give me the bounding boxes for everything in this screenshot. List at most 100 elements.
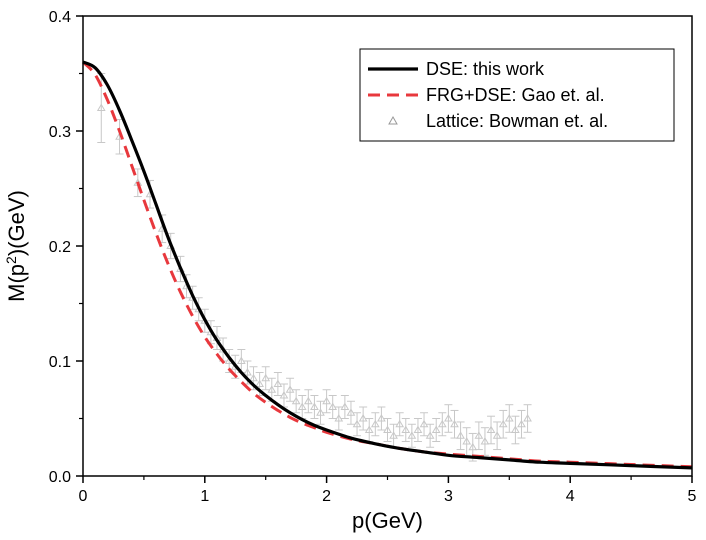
- lattice-point: [444, 404, 453, 433]
- legend: DSE: this work FRG+DSE: Gao et. al. Lattic…: [359, 48, 675, 142]
- lattice-marker: [279, 391, 289, 399]
- lattice-marker: [383, 425, 392, 433]
- x-tick-label: 3: [444, 488, 453, 505]
- lattice-point: [395, 412, 405, 437]
- lattice-marker: [273, 379, 283, 387]
- y-axis-title-superscript: 2: [3, 256, 19, 264]
- lattice-marker: [413, 425, 423, 433]
- lattice-marker: [334, 414, 344, 422]
- x-tick-label: 5: [688, 488, 697, 505]
- x-tick-label: 0: [79, 488, 88, 505]
- lattice-point: [340, 395, 350, 419]
- lattice-marker: [456, 431, 465, 439]
- lattice-point: [291, 389, 301, 414]
- lattice-marker: [303, 396, 313, 405]
- axis-tick-labels: 0 1 2 3 4 5 0.0 0.1 0.2 0.3 0.4: [49, 9, 697, 505]
- lattice-point: [352, 412, 362, 437]
- lattice-marker: [511, 425, 520, 433]
- lattice-point: [486, 415, 496, 445]
- lattice-marker: [425, 431, 435, 439]
- y-tick-label: 0.4: [49, 9, 71, 26]
- axis-ticks: [76, 15, 693, 483]
- lattice-marker: [486, 425, 496, 433]
- y-tick-label: 0.3: [49, 124, 71, 141]
- lattice-point: [462, 427, 472, 456]
- y-tick-label: 0.0: [49, 469, 71, 486]
- lattice-marker: [419, 419, 429, 428]
- lattice-point: [285, 377, 295, 402]
- lattice-marker: [255, 379, 264, 387]
- lattice-marker: [358, 414, 368, 422]
- lattice-point: [346, 400, 356, 425]
- lattice-point: [383, 418, 392, 442]
- lattice-point: [474, 421, 484, 451]
- lattice-marker: [316, 408, 325, 416]
- lattice-point: [523, 404, 532, 433]
- lattice-marker: [450, 419, 459, 428]
- y-axis-title-suffix: )(GeV): [4, 190, 29, 256]
- x-tick-label: 2: [322, 488, 331, 505]
- line-series-layer: [81, 60, 693, 470]
- lattice-marker: [462, 437, 472, 445]
- lattice-point: [316, 400, 325, 425]
- lattice-point: [310, 395, 319, 419]
- x-tick-label: 4: [566, 488, 575, 505]
- legend-item: Lattice: Bowman et. al.: [388, 111, 608, 131]
- lattice-marker: [407, 431, 417, 439]
- lattice-point: [450, 409, 459, 439]
- lattice-point: [261, 366, 271, 391]
- lattice-marker: [444, 414, 453, 422]
- lattice-marker: [340, 402, 350, 410]
- lattice-marker: [504, 414, 514, 422]
- lattice-point: [377, 406, 386, 431]
- lattice-point: [273, 372, 283, 396]
- lattice-point: [407, 423, 417, 448]
- x-tick-label: 1: [200, 488, 209, 505]
- lattice-marker: [297, 402, 307, 410]
- lattice-marker: [346, 408, 356, 416]
- lattice-marker: [364, 425, 374, 433]
- legend-label: DSE: this work: [426, 59, 545, 79]
- y-axis-title: M(p2)(GeV): [3, 190, 29, 302]
- y-axis-title-prefix: M(p: [4, 264, 29, 302]
- lattice-point: [456, 421, 465, 451]
- lattice-marker: [523, 414, 532, 422]
- lattice-marker: [395, 419, 405, 428]
- x-axis-title: p(GeV): [352, 508, 423, 533]
- lattice-marker: [377, 414, 386, 422]
- lattice-marker: [498, 419, 508, 428]
- lattice-point: [492, 421, 502, 451]
- legend-swatch-triangle-icon: [388, 115, 398, 125]
- lattice-marker: [474, 431, 484, 439]
- lattice-marker: [310, 402, 319, 410]
- lattice-marker: [352, 419, 362, 428]
- lattice-point: [419, 412, 429, 437]
- lattice-point: [358, 406, 368, 431]
- lattice-point: [334, 406, 344, 431]
- lattice-marker: [401, 425, 411, 433]
- legend-label: Lattice: Bowman et. al.: [426, 111, 608, 131]
- lattice-marker: [291, 396, 301, 405]
- lattice-marker: [328, 402, 338, 410]
- lattice-marker: [249, 373, 258, 382]
- lattice-point: [431, 418, 441, 442]
- lattice-marker: [236, 356, 246, 364]
- lattice-point: [425, 423, 435, 448]
- lattice-marker: [285, 385, 295, 393]
- lattice-marker: [431, 425, 441, 433]
- lattice-point: [322, 389, 331, 414]
- y-tick-label: 0.1: [49, 354, 71, 371]
- lattice-point: [328, 395, 338, 419]
- lattice-marker: [370, 419, 380, 428]
- legend-label: FRG+DSE: Gao et. al.: [426, 85, 605, 105]
- lattice-marker: [243, 368, 252, 376]
- lattice-point: [297, 395, 307, 419]
- lattice-series: [96, 73, 532, 462]
- lattice-marker: [267, 385, 277, 393]
- lattice-marker: [480, 437, 490, 445]
- y-tick-label: 0.2: [49, 239, 71, 256]
- lattice-point: [413, 418, 423, 442]
- legend-item: DSE: this work: [368, 59, 545, 79]
- lattice-point: [498, 409, 508, 439]
